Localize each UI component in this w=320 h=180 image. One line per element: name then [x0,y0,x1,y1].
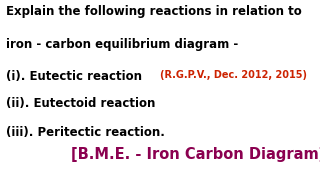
Text: Explain the following reactions in relation to: Explain the following reactions in relat… [6,5,302,18]
Text: (iii). Peritectic reaction.: (iii). Peritectic reaction. [6,126,165,139]
Text: [B.M.E. - Iron Carbon Diagram]: [B.M.E. - Iron Carbon Diagram] [71,147,320,162]
Text: (ii). Eutectoid reaction: (ii). Eutectoid reaction [6,97,156,110]
Text: (i). Eutectic reaction: (i). Eutectic reaction [6,70,142,83]
Text: (R.G.P.V., Dec. 2012, 2015): (R.G.P.V., Dec. 2012, 2015) [160,70,307,80]
Text: iron - carbon equilibrium diagram -: iron - carbon equilibrium diagram - [6,38,239,51]
